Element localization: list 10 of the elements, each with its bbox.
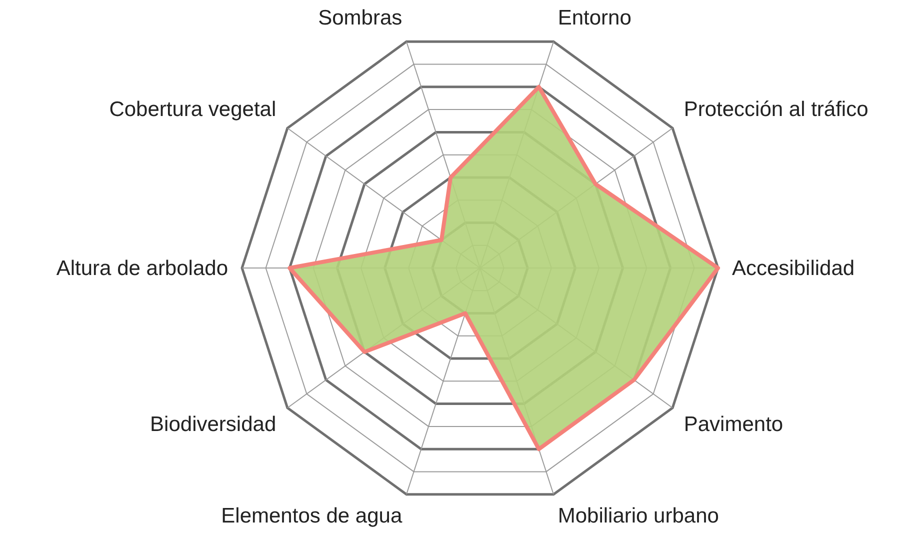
spoke-label: Pavimento	[684, 413, 784, 436]
spoke-label: Biodiversidad	[150, 413, 276, 436]
spoke-label: Protección al tráfico	[684, 98, 868, 121]
spoke-label: Entorno	[558, 6, 632, 30]
spoke-label: Sombras	[318, 6, 402, 30]
spoke-label: Accesibilidad	[732, 257, 855, 280]
spoke-label: Altura de arbolado	[56, 257, 228, 280]
spoke-label: Elementos de agua	[221, 504, 402, 528]
spoke-label: Mobiliario urbano	[558, 504, 719, 528]
spoke-label: Cobertura vegetal	[109, 98, 276, 121]
